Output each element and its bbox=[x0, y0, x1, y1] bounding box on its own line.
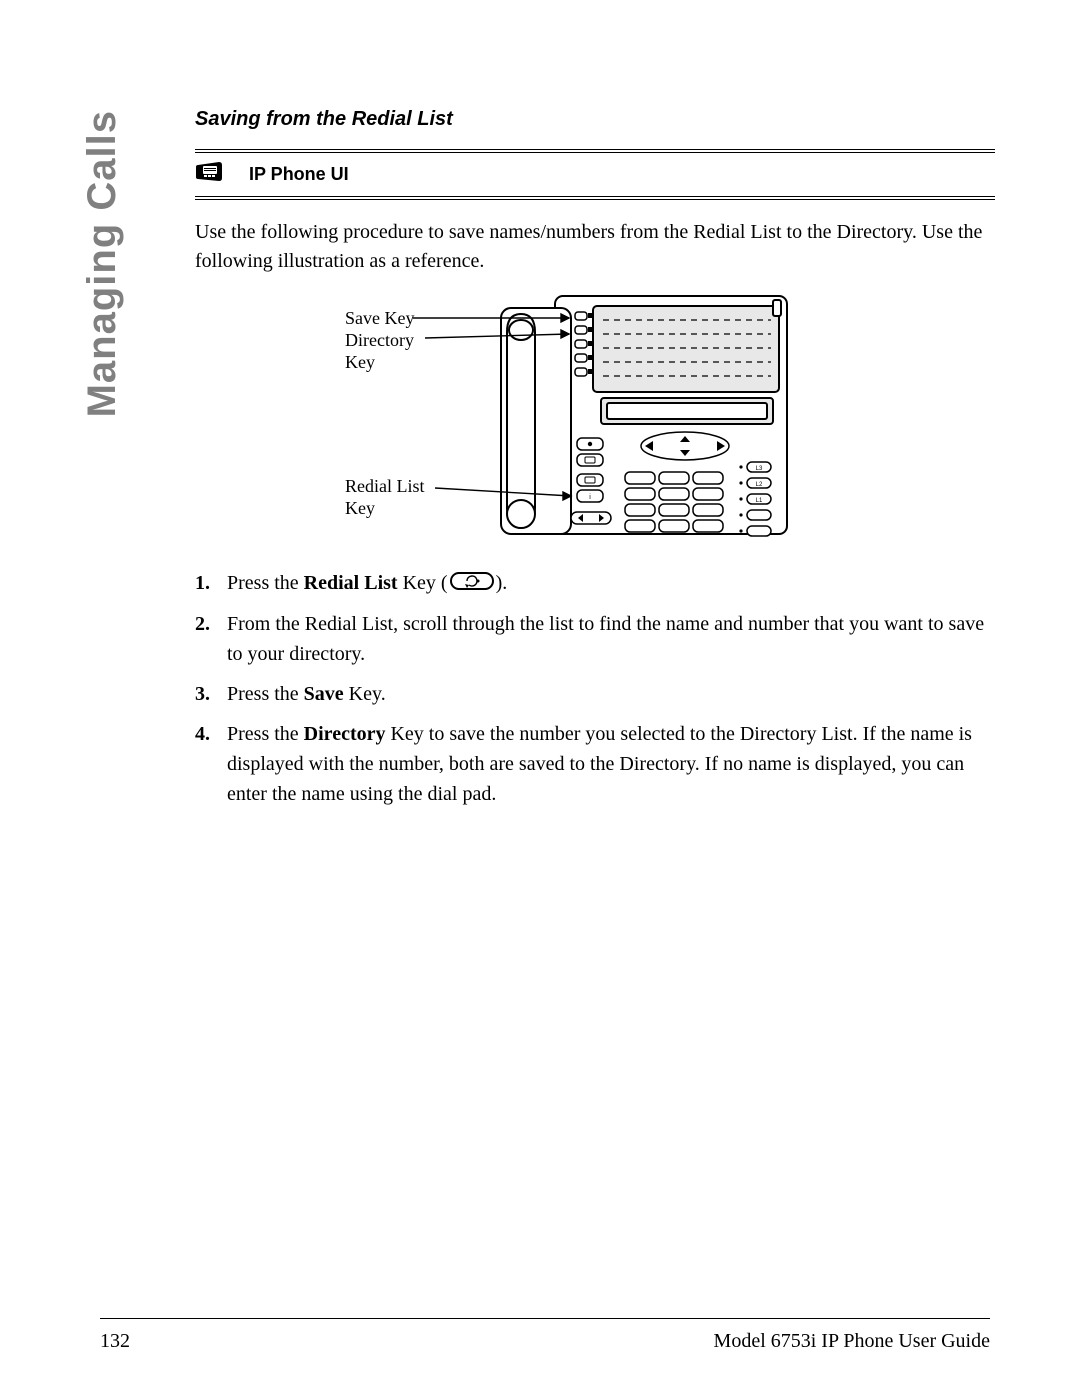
svg-text:6 ᴍɴᴏ: 6 ᴍɴᴏ bbox=[699, 492, 718, 499]
step-4-bold: Directory bbox=[304, 723, 386, 745]
svg-text:L1: L1 bbox=[756, 498, 763, 504]
step-4: Press the Directory Key to save the numb… bbox=[195, 719, 995, 809]
phone-ui-icon bbox=[195, 159, 229, 190]
guide-title: Model 6753i IP Phone User Guide bbox=[714, 1330, 990, 1353]
svg-text:7 ᴘʀs: 7 ᴘʀs bbox=[632, 508, 649, 515]
figure-label-save-key: Save Key bbox=[345, 308, 414, 330]
page: Managing Calls Saving from the Redial Li… bbox=[0, 0, 1080, 1397]
step-2: From the Redial List, scroll through the… bbox=[195, 609, 995, 669]
step-3-text-c: Key. bbox=[344, 683, 386, 705]
footer-rule bbox=[100, 1318, 990, 1319]
figure-label-directory-key-l1: Directory bbox=[345, 330, 414, 350]
procedure-steps: Press the Redial List Key (). From the R… bbox=[195, 568, 995, 809]
figure-label-directory-key-l2: Key bbox=[345, 352, 375, 372]
step-1-text-c: Key ( bbox=[398, 572, 448, 594]
svg-text:5 ᴊᴋʟ: 5 ᴊᴋʟ bbox=[666, 492, 681, 499]
step-3-text-a: Press the bbox=[227, 683, 304, 705]
step-3-bold: Save bbox=[304, 683, 344, 705]
chapter-side-tab: Managing Calls bbox=[80, 110, 125, 417]
step-1-text-d: ). bbox=[496, 572, 508, 594]
figure-label-directory-key: Directory Key bbox=[345, 330, 414, 373]
step-3: Press the Save Key. bbox=[195, 679, 995, 709]
content-area: Saving from the Redial List IP Phone UI bbox=[195, 108, 995, 819]
svg-text:*: * bbox=[639, 524, 642, 531]
redial-key-icon bbox=[450, 569, 494, 599]
svg-text:0: 0 bbox=[672, 524, 676, 531]
svg-text:#: # bbox=[706, 524, 710, 531]
step-1: Press the Redial List Key (). bbox=[195, 568, 995, 599]
svg-text:9 ᴡxʏ: 9 ᴡxʏ bbox=[699, 508, 717, 515]
svg-text:2 ᴬᴮᶜ: 2 ᴬᴮᶜ bbox=[667, 475, 682, 483]
page-footer: 132 Model 6753i IP Phone User Guide bbox=[100, 1330, 990, 1353]
svg-text:4 ɢʜɪ: 4 ɢʜɪ bbox=[632, 492, 649, 499]
figure-label-redial-key-l1: Redial List bbox=[345, 476, 425, 496]
svg-text:L3: L3 bbox=[756, 466, 763, 472]
svg-text:8 ᴛᴜᴠ: 8 ᴛᴜᴠ bbox=[666, 508, 683, 515]
step-1-text-a: Press the bbox=[227, 572, 304, 594]
section-title: Saving from the Redial List bbox=[195, 108, 995, 131]
intro-paragraph: Use the following procedure to save name… bbox=[195, 218, 995, 276]
step-4-text-a: Press the bbox=[227, 723, 304, 745]
step-1-bold: Redial List bbox=[304, 572, 398, 594]
svg-text:3 ᴰᴱᶠ: 3 ᴰᴱᶠ bbox=[701, 476, 715, 483]
ui-header-label: IP Phone UI bbox=[249, 164, 349, 185]
ui-header-bar: IP Phone UI bbox=[195, 149, 995, 200]
figure-label-redial-key-l2: Key bbox=[345, 498, 375, 518]
svg-text:1: 1 bbox=[638, 476, 642, 483]
svg-text:L2: L2 bbox=[756, 482, 763, 488]
phone-illustration: i 1 2 ᴬᴮᶜ 3 ᴰᴱᶠ 4 ɢʜɪ 5 ᴊᴋʟ 6 ᴍɴᴏ 7 ᴘʀs … bbox=[285, 290, 905, 550]
page-number: 132 bbox=[100, 1330, 130, 1353]
figure-label-redial-key: Redial List Key bbox=[345, 476, 425, 519]
